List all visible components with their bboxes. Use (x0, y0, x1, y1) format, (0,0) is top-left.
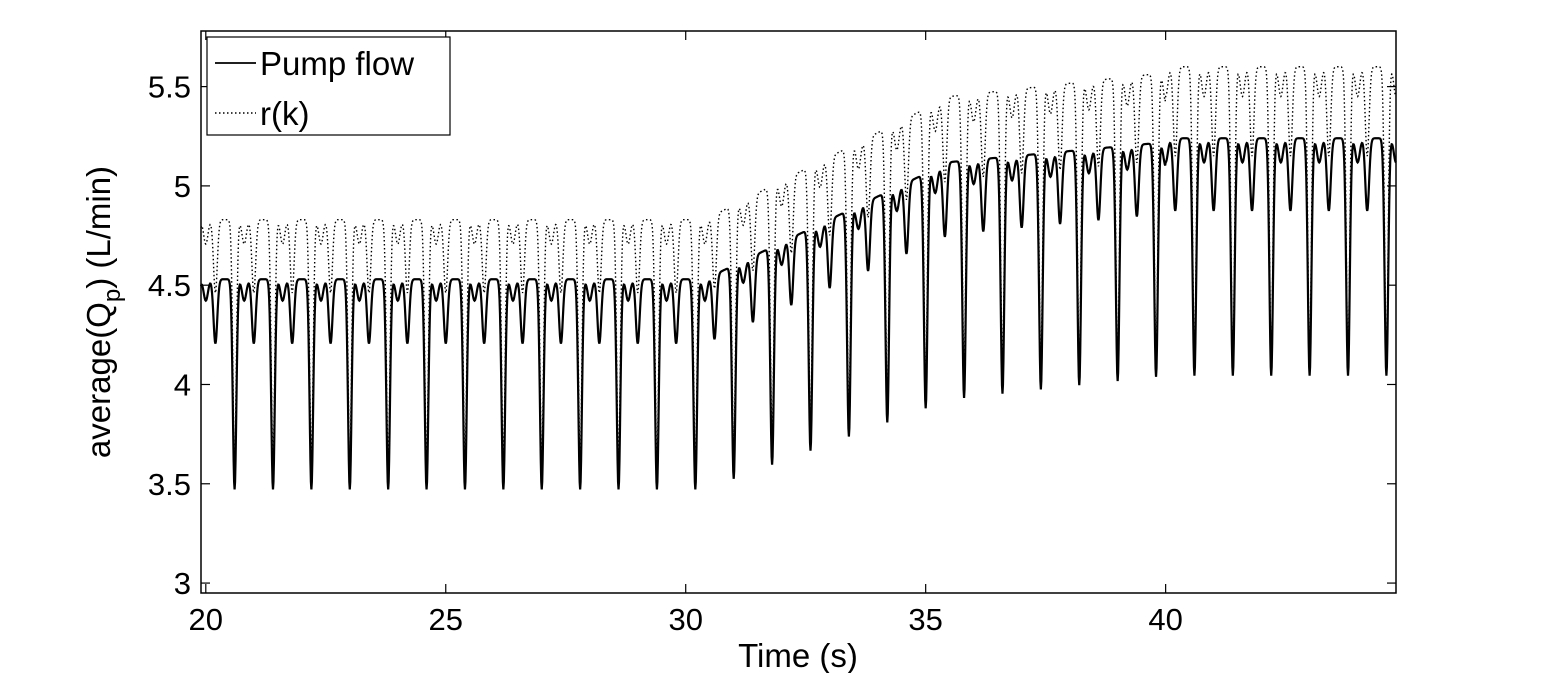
y-tick-label-2: 4 (174, 367, 191, 402)
x-tick-label-3: 35 (908, 602, 942, 637)
x-tick-label-4: 40 (1148, 602, 1182, 637)
y-axis: 3 3.5 4 4.5 5 5.5 (148, 70, 1396, 601)
y-tick-label-0: 3 (174, 566, 191, 601)
x-axis: 20 25 30 35 40 (189, 31, 1183, 637)
y-axis-title-suffix: ) (L/min) (80, 166, 117, 289)
x-tick-label-0: 20 (189, 602, 223, 637)
x-tick-label-1: 25 (429, 602, 463, 637)
legend-label-r-k: r(k) (260, 95, 309, 132)
y-tick-label-1: 3.5 (148, 467, 191, 502)
legend-box (206, 36, 451, 136)
x-tick-label-2: 30 (668, 602, 702, 637)
legend: Pump flow r(k) (206, 36, 451, 136)
series-line-pump-flow (199, 137, 1397, 490)
y-axis-title-prefix: average(Q (80, 302, 117, 458)
y-tick-label-3: 4.5 (148, 268, 191, 303)
y-axis-title: average(Qp) (L/min) (80, 166, 126, 458)
x-axis-title: Time (s) (738, 637, 858, 673)
series-layer (199, 66, 1397, 490)
y-axis-title-subscript: p (99, 289, 126, 302)
series-line-r-k- (200, 66, 1397, 460)
legend-label-pump-flow: Pump flow (260, 45, 414, 82)
y-tick-label-4: 5 (174, 169, 191, 204)
y-tick-label-5: 5.5 (148, 70, 191, 105)
